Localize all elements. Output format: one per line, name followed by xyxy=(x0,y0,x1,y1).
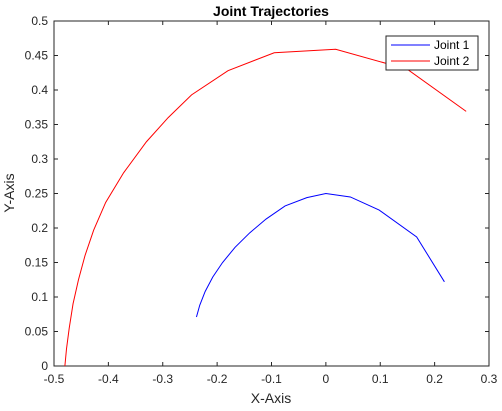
x-axis-ticks: -0.5 -0.4 -0.3 -0.2 -0.1 0 0.1 0.2 0.3 xyxy=(44,21,498,386)
plot-area xyxy=(53,20,490,367)
legend-label-joint-1: Joint 1 xyxy=(434,38,470,52)
y-tick-label: 0.25 xyxy=(25,187,49,201)
y-tick-label: 0.45 xyxy=(25,49,49,63)
y-tick-label: 0.3 xyxy=(31,152,48,166)
y-axis-label: Y-Axis xyxy=(1,173,17,212)
chart-title: Joint Trajectories xyxy=(213,3,329,19)
legend-box xyxy=(385,35,479,71)
x-tick-label: 0 xyxy=(323,372,330,386)
y-tick-label: 0.2 xyxy=(31,221,48,235)
series-line-joint-1 xyxy=(195,192,445,318)
y-axis-ticks: 0 0.05 0.1 0.15 0.2 0.25 0.3 0.35 0.4 0.45 0.5 xyxy=(25,14,489,373)
x-tick-label: -0.4 xyxy=(98,372,119,386)
x-tick-label: 0.2 xyxy=(426,372,443,386)
series-lines xyxy=(64,48,467,367)
y-tick-label: 0.1 xyxy=(31,290,48,304)
legend-label-joint-2: Joint 2 xyxy=(434,54,470,68)
x-tick-label: -0.3 xyxy=(152,372,173,386)
y-tick-label: 0.35 xyxy=(25,118,49,132)
y-tick-label: 0.5 xyxy=(31,14,48,28)
x-tick-label: -0.5 xyxy=(44,372,65,386)
x-tick-label: 0.1 xyxy=(372,372,389,386)
series-line-joint-2 xyxy=(64,48,467,367)
x-tick-label: -0.1 xyxy=(261,372,282,386)
y-tick-label: 0.15 xyxy=(25,256,49,270)
x-tick-label: -0.2 xyxy=(207,372,228,386)
y-tick-label: 0 xyxy=(41,359,48,373)
x-tick-label: 0.3 xyxy=(481,372,498,386)
legend: Joint 1 Joint 2 xyxy=(385,35,479,71)
y-tick-label: 0.05 xyxy=(25,325,49,339)
y-tick-label: 0.4 xyxy=(31,83,48,97)
x-axis-label: X-Axis xyxy=(251,390,291,406)
